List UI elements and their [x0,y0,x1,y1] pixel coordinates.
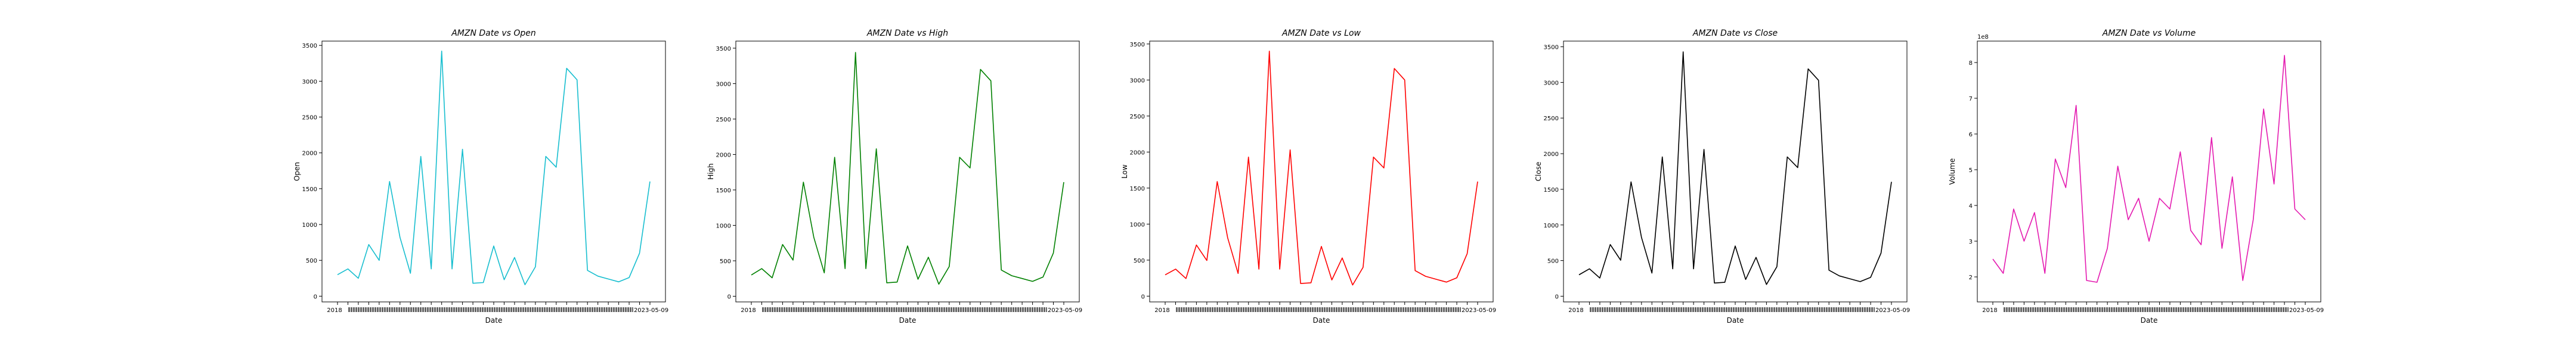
y-tick-label: 1500 [716,188,731,194]
y-tick-label: 1000 [1544,223,1559,229]
x-axis-label: Date [1313,316,1330,325]
chart-title: AMZN Date vs Volume [2102,29,2196,38]
y-tick-label: 3500 [716,46,731,52]
axes-frame [1149,40,1494,303]
y-tick-label: 3500 [1544,45,1559,51]
y-axis-label: Volume [1948,158,1956,185]
y-tick-label: 3000 [302,79,317,85]
y-tick-label: 3000 [716,81,731,88]
y-tick-label: 6 [1969,132,1973,138]
x-tick-label-first: 2018 [1982,307,1997,314]
chart-panel-3: AMZN Date vs Low 0 500 1000 1500 2000 2500 3000… [1120,29,1496,325]
y-axis-label: High [707,163,715,180]
chart-panel-5: AMZN Date vs Volume 2 3 4 5 6 7 8 1e8 2018 2023-05… [1948,29,2324,325]
x-tick-label-last: 2023-05-09 [1462,307,1496,314]
chart-panel-1: AMZN Date vs Open 0 500 1000 1500 2000 2500 300… [293,29,668,325]
y-tick-label: 2500 [1130,114,1145,120]
y-axis-label: Close [1534,162,1543,182]
y-offset-label: 1e8 [1977,34,1989,40]
y-tick-label: 2000 [716,152,731,158]
y-tick-label: 1500 [1544,187,1559,194]
y-tick-label: 7 [1969,96,1973,102]
axes-frame [321,40,666,303]
chart-title: AMZN Date vs High [866,29,948,38]
y-tick-label: 0 [314,294,317,300]
y-tick-label: 0 [1555,294,1559,300]
y-tick-label: 2000 [1130,149,1145,156]
y-tick-label: 2500 [716,117,731,123]
chart-panel-4: AMZN Date vs Close 0 500 1000 1500 2000 2500 30… [1534,29,1910,325]
x-axis-label: Date [899,316,917,325]
x-tick-label-last: 2023-05-09 [1875,307,1910,314]
y-tick-label: 8 [1969,60,1973,67]
y-tick-label: 500 [306,258,317,264]
chart-title: AMZN Date vs Close [1692,29,1778,38]
y-tick-label: 3500 [302,43,317,49]
series-line [337,51,651,285]
y-tick-label: 1000 [716,223,731,229]
y-tick-label: 3 [1969,239,1973,245]
x-tick-label-first: 2018 [1568,307,1583,314]
axes-frame [1563,40,1908,303]
x-axis-label: Date [2141,316,2158,325]
y-tick-label: 2500 [302,115,317,121]
y-tick-label: 1500 [302,186,317,193]
x-tick-label-first: 2018 [1154,307,1169,314]
x-axis-label: Date [1727,316,1744,325]
y-axis-label: Low [1120,164,1129,179]
y-tick-label: 0 [727,294,731,300]
x-tick-label-first: 2018 [741,307,756,314]
y-axis-label: Open [293,162,301,181]
y-tick-label: 1000 [1130,222,1145,228]
chart-title: AMZN Date vs Low [1281,29,1361,38]
y-tick-label: 1500 [1130,186,1145,192]
y-tick-label: 2000 [302,151,317,157]
y-tick-label: 0 [1141,294,1145,300]
chart-panel-2: AMZN Date vs High 0 500 1000 1500 2000 2500 300… [707,29,1082,325]
axes-frame [1977,40,2321,303]
y-tick-label: 4 [1969,203,1973,210]
x-tick-label-last: 2023-05-09 [634,307,668,314]
x-tick-label-first: 2018 [327,307,342,314]
x-axis-label: Date [485,316,503,325]
y-tick-label: 3000 [1544,80,1559,86]
y-tick-label: 3000 [1130,77,1145,84]
x-tick-label-last: 2023-05-09 [2289,307,2324,314]
y-tick-label: 500 [720,258,731,265]
y-tick-label: 3500 [1130,42,1145,48]
series-line [1992,55,2306,283]
axes-frame [735,40,1080,303]
x-tick-label-last: 2023-05-09 [1048,307,1082,314]
y-tick-label: 500 [1547,258,1559,265]
series-line [1578,51,1892,285]
y-tick-label: 5 [1969,167,1973,174]
y-tick-label: 2000 [1544,151,1559,158]
y-tick-label: 2500 [1544,116,1559,122]
chart-title: AMZN Date vs Open [451,29,536,38]
series-line [1165,51,1478,286]
y-tick-label: 1000 [302,222,317,229]
y-tick-label: 500 [1134,258,1145,264]
series-line [751,52,1064,285]
y-tick-label: 2 [1969,275,1973,281]
